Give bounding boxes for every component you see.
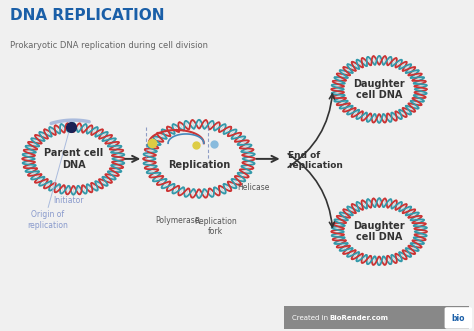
Text: Replication
fork: Replication fork	[194, 217, 237, 236]
Text: Initiator: Initiator	[54, 196, 84, 205]
Text: bio: bio	[452, 314, 465, 323]
Text: Polymerase: Polymerase	[155, 215, 200, 225]
Text: Prokaryotic DNA replication during cell division: Prokaryotic DNA replication during cell …	[10, 41, 209, 50]
FancyBboxPatch shape	[284, 306, 469, 329]
Text: BioRender.com: BioRender.com	[329, 315, 388, 321]
Text: Helicase: Helicase	[237, 182, 270, 192]
Text: Replication: Replication	[168, 161, 230, 170]
Text: Daughter
cell DNA: Daughter cell DNA	[354, 78, 405, 100]
Text: End of
replication: End of replication	[288, 151, 343, 170]
Text: DNA REPLICATION: DNA REPLICATION	[10, 8, 165, 23]
Text: Daughter
cell DNA: Daughter cell DNA	[354, 221, 405, 243]
Text: Origin of
replication: Origin of replication	[27, 211, 68, 230]
Text: Parent cell
DNA: Parent cell DNA	[44, 148, 103, 170]
FancyBboxPatch shape	[445, 307, 472, 329]
Text: Created in: Created in	[292, 315, 330, 321]
